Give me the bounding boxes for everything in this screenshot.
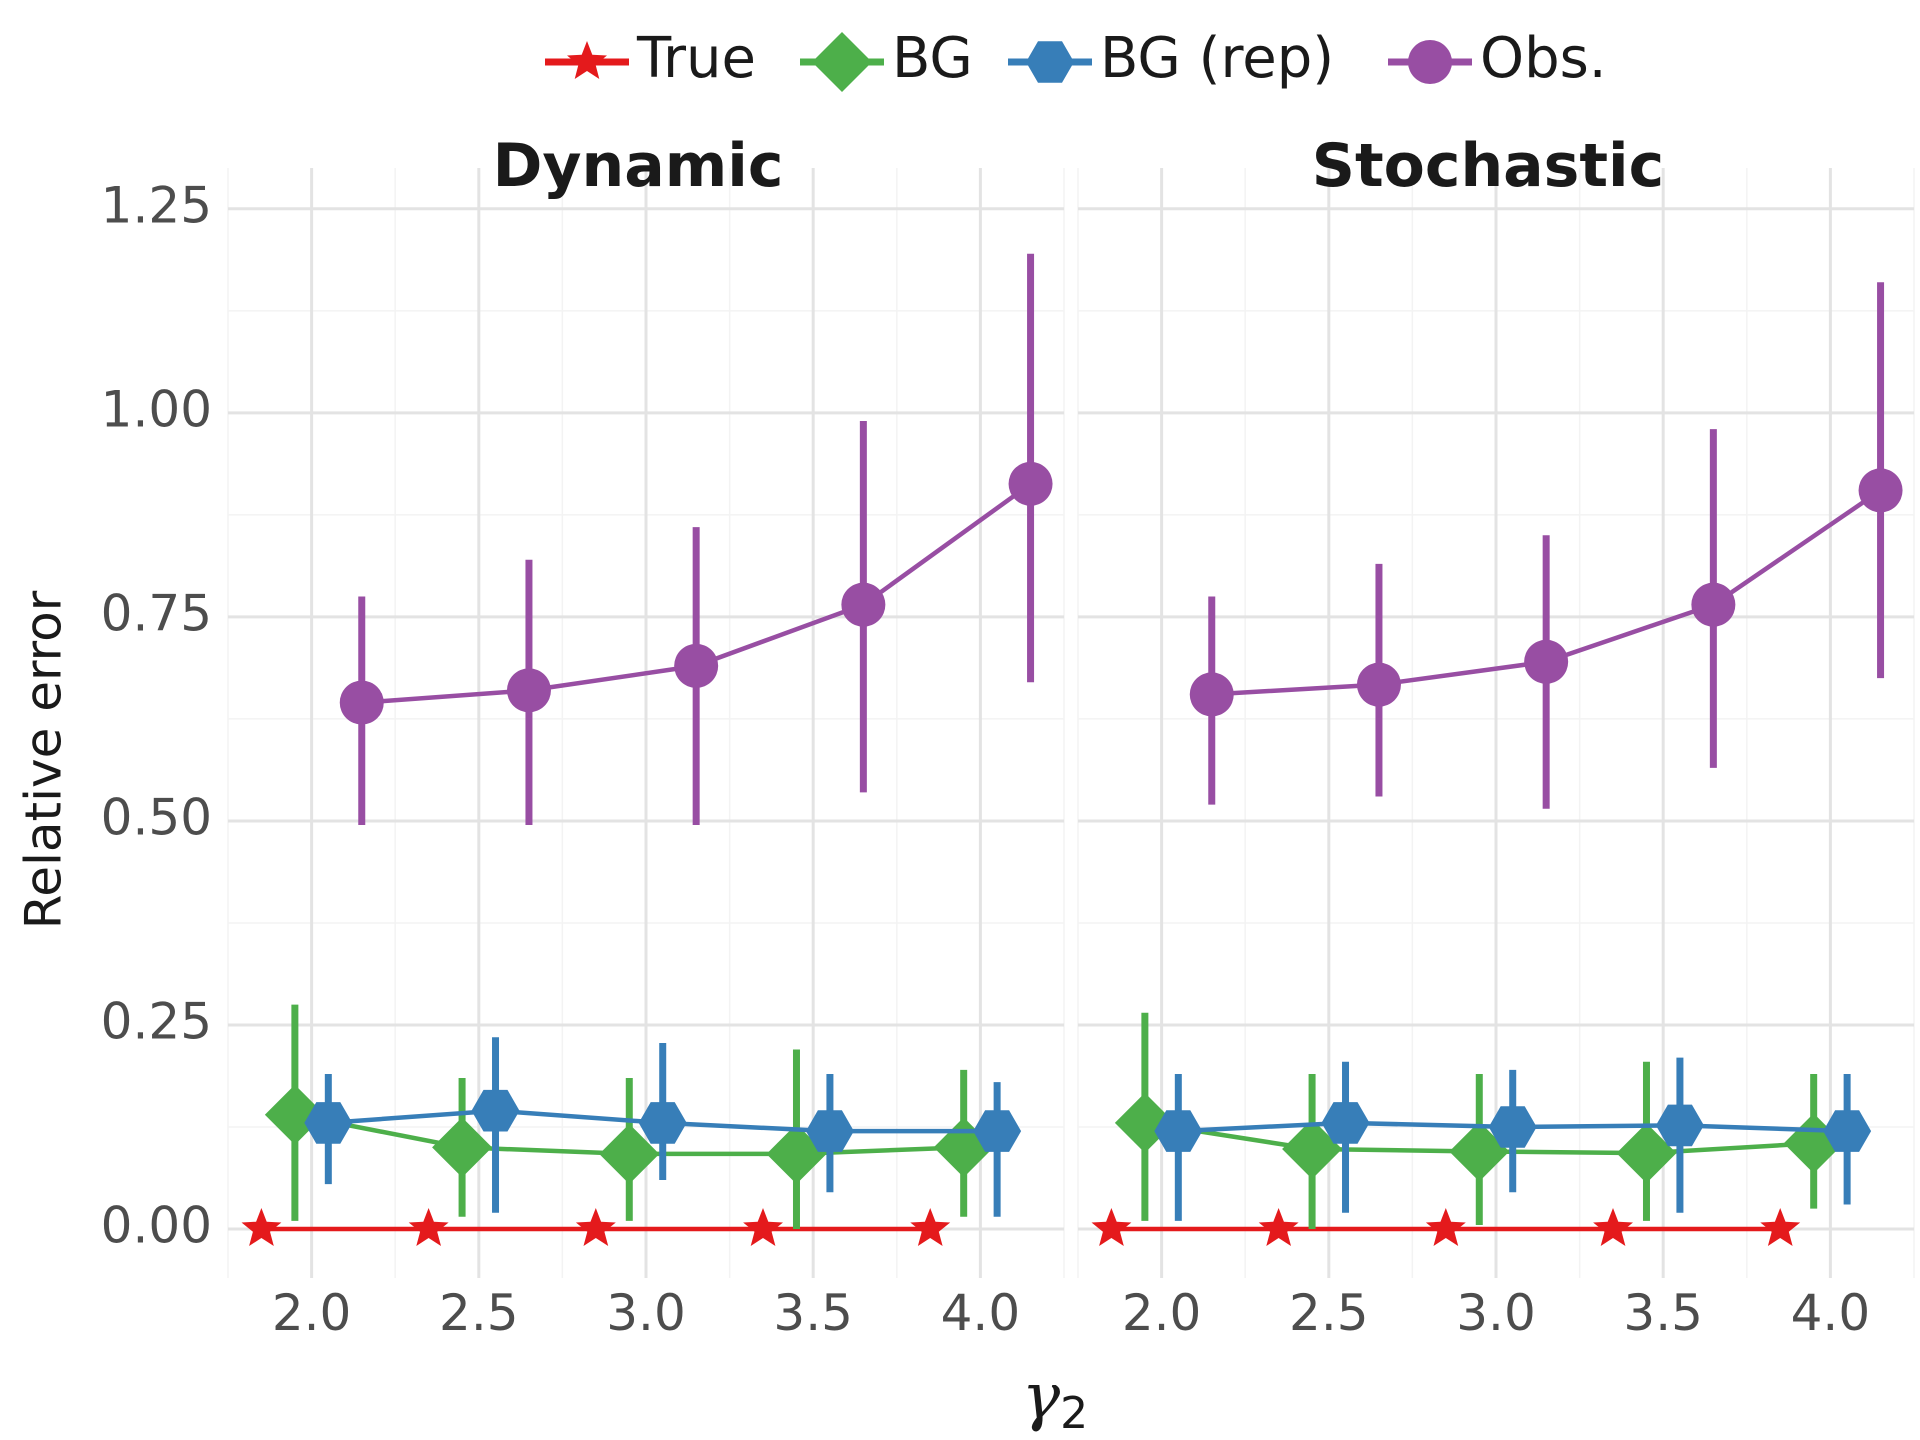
x-tick-label: 3.5 [773,1284,853,1342]
series-true [1091,1208,1801,1246]
legend-hexagon-icon [1026,41,1074,83]
x-tick-label: 4.0 [1791,1284,1871,1342]
data-point [304,1102,353,1144]
legend-item-obs: Obs. [1388,26,1607,91]
x-tick-label: 2.0 [1122,1284,1202,1342]
legend-item-bg: BG [800,26,973,92]
data-point [638,1102,687,1144]
data-point [1356,662,1401,707]
data-point [743,1208,783,1246]
data-point [1524,639,1569,684]
panels: Dynamic 2.0 2.5 3.0 3.5 4.0 Stochastic 2.0 2.5 3.… [227,131,1915,1342]
y-axis: 0.00 0.25 0.50 0.75 1.00 1.25 [101,176,212,1254]
data-point [1760,1208,1801,1246]
y-tick-label: 0.75 [101,584,212,642]
data-point [910,1208,951,1246]
legend-item-bg-rep: BG (rep) [1008,26,1334,91]
data-point [1154,1110,1203,1152]
data-point [674,643,719,688]
x-tick-label: 3.0 [606,1284,686,1342]
x-tick-label: 2.5 [1289,1284,1369,1342]
series-bg-rep [1154,1057,1872,1221]
data-point [973,1110,1022,1152]
legend-label: BG [892,26,973,91]
panel-stochastic: Stochastic 2.0 2.5 3.0 3.5 4.0 [1077,131,1915,1342]
series-true [241,1208,951,1246]
series-bg-rep [304,1037,1022,1217]
data-point [1823,1110,1872,1152]
panel-dynamic: Dynamic 2.0 2.5 3.0 3.5 4.0 [227,131,1065,1342]
data-point [1282,1119,1343,1180]
x-tick-label: 2.0 [272,1284,352,1342]
data-point [432,1117,493,1178]
data-point [1858,468,1903,513]
x-tick-label: 4.0 [941,1284,1021,1342]
x-tick-label: 3.0 [1456,1284,1536,1342]
panel-title: Stochastic [1312,131,1664,201]
data-point [1258,1208,1299,1246]
data-point [1321,1102,1370,1144]
series-obs [339,253,1053,826]
y-tick-label: 1.25 [101,176,212,234]
y-tick-label: 1.00 [101,380,212,438]
data-point [408,1208,449,1246]
legend-label: Obs. [1480,26,1607,91]
x-tick-label: 3.5 [1623,1284,1703,1342]
data-point [1593,1208,1633,1246]
series-obs [1189,282,1903,809]
data-point [1091,1208,1132,1246]
data-point [1425,1208,1466,1246]
legend-circle-icon [1408,40,1452,84]
series-bg [264,1004,994,1230]
y-tick-label: 0.00 [101,1197,212,1255]
data-point [805,1110,854,1152]
data-point [599,1123,660,1184]
grid [1077,168,1915,1278]
data-point [471,1089,520,1132]
data-point [339,680,384,725]
legend-label: True [636,26,756,91]
series-group [1091,282,1903,1246]
data-point [1655,1104,1704,1147]
x-axis-title: γ2 [1022,1360,1088,1439]
data-point [1008,461,1053,506]
data-point [506,668,551,713]
y-tick-label: 0.25 [101,992,212,1050]
series-group [241,253,1053,1246]
data-point [841,582,886,627]
data-point [575,1208,616,1246]
series-bg [1114,1012,1844,1230]
x-tick-label: 2.5 [439,1284,519,1342]
legend-star-icon [567,41,607,79]
legend: True BG BG (rep) Obs. [545,26,1607,92]
legend-diamond-icon [812,32,872,92]
panel-title: Dynamic [493,131,784,201]
data-point [1691,582,1736,627]
data-point [241,1208,282,1246]
legend-label: BG (rep) [1100,26,1334,91]
y-tick-label: 0.50 [101,788,212,846]
y-axis-title: Relative error [15,590,73,929]
x-axis-title-subscript: 2 [1060,1388,1088,1439]
legend-item-true: True [545,26,756,91]
data-point [1189,672,1234,717]
data-point [1488,1106,1537,1148]
x-axis-title-symbol: γ [1022,1360,1061,1434]
data-point [1616,1123,1677,1184]
